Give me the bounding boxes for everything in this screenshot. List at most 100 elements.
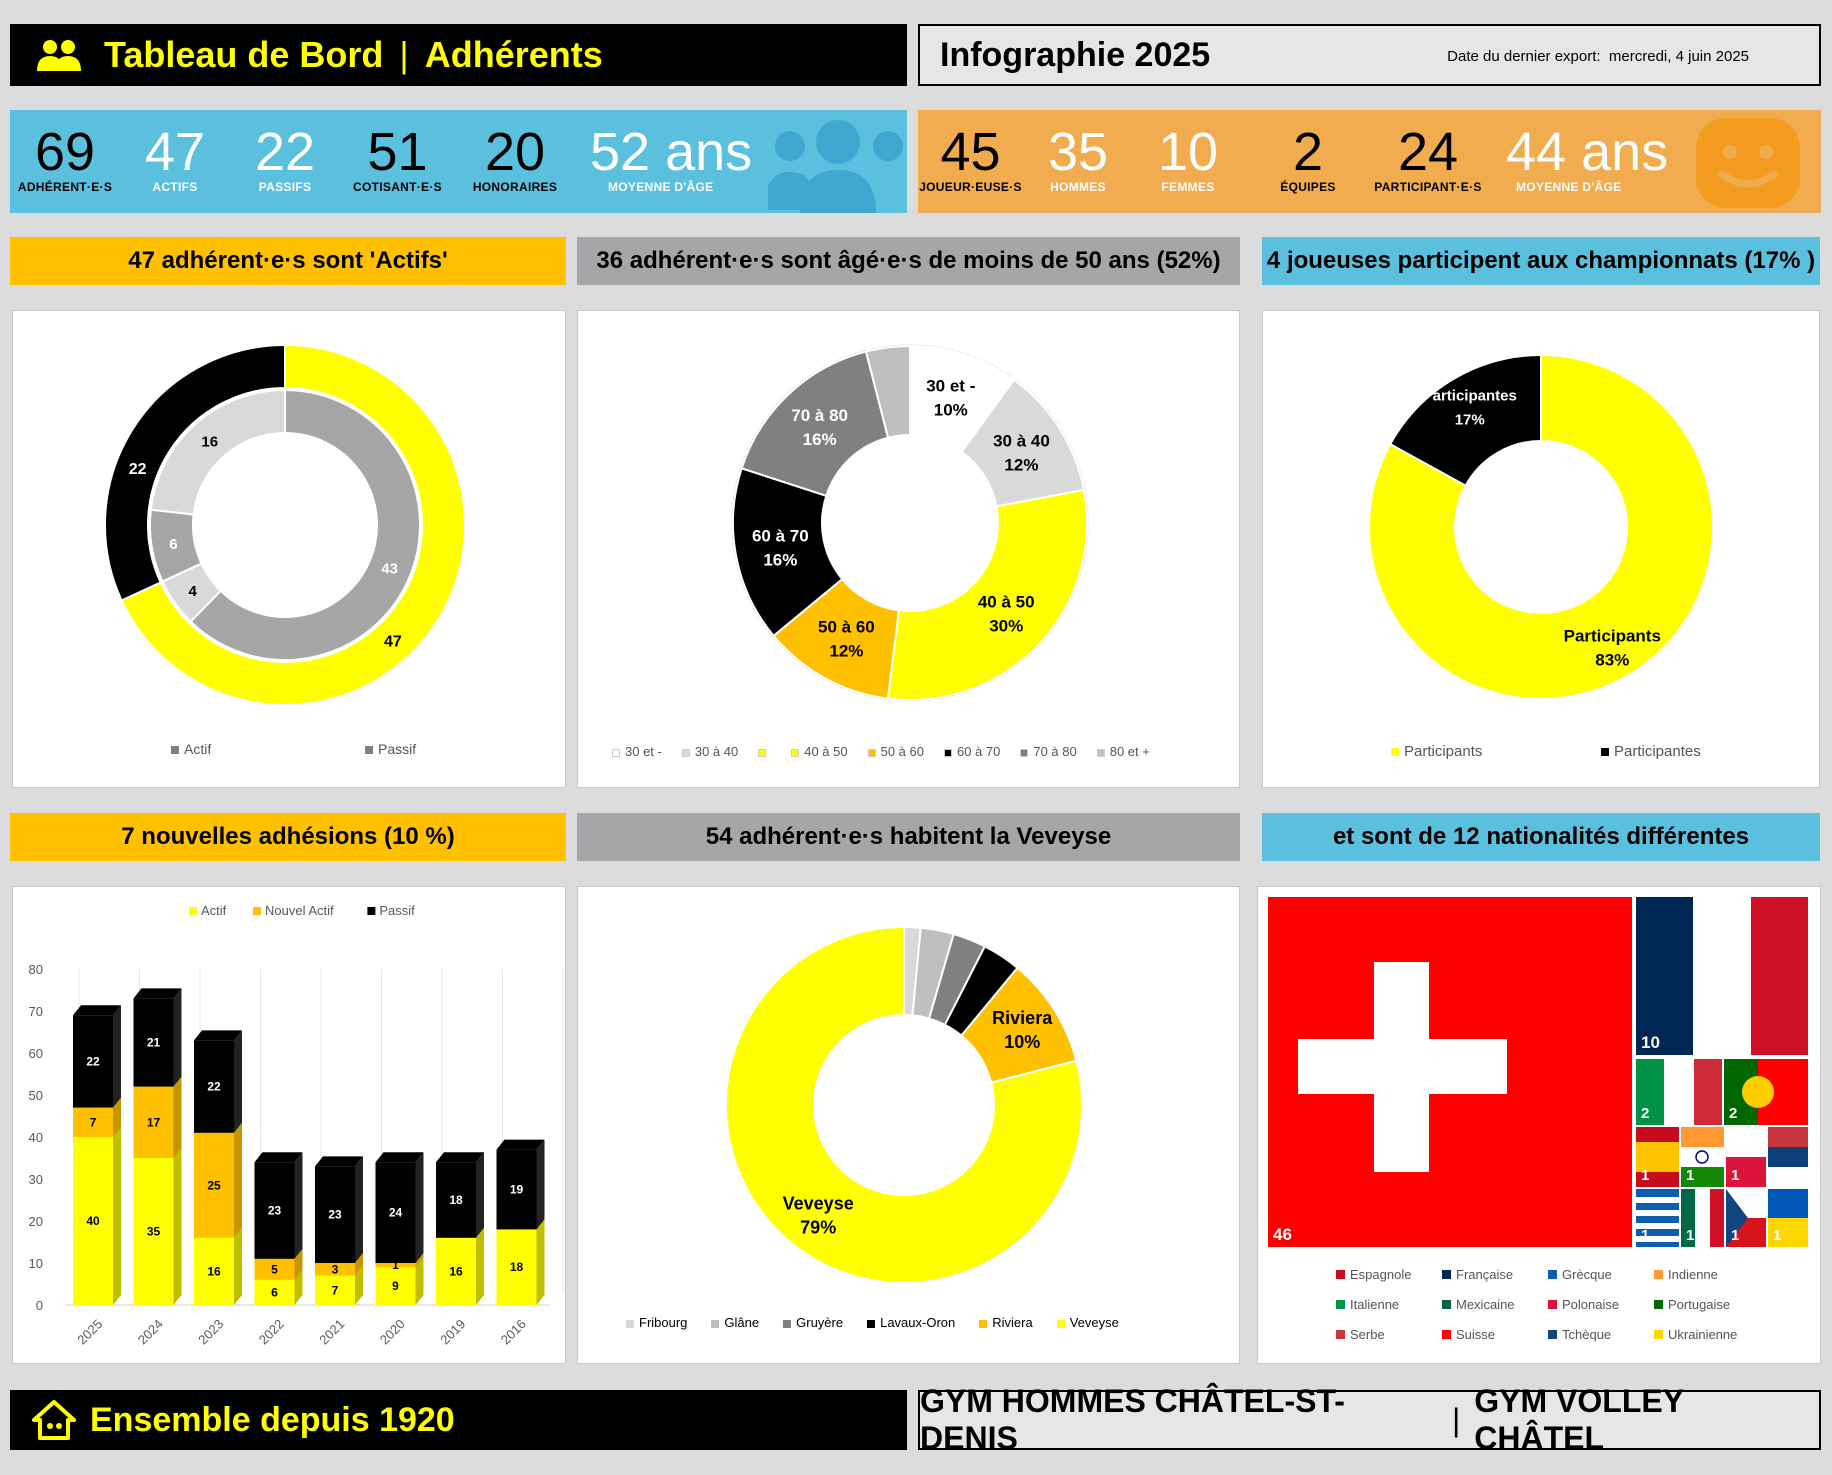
data-label: 22	[207, 1080, 221, 1094]
stat-adherents: 69 ADHÉRENT·E·S	[10, 124, 120, 194]
treemap-value: 1	[1731, 1227, 1739, 1244]
legend-item: Riviera	[979, 1315, 1033, 1330]
bar-segment	[315, 1166, 355, 1263]
data-label: 22	[86, 1054, 100, 1068]
flag-stripe	[1681, 1127, 1724, 1147]
bar-side	[355, 1265, 363, 1305]
treemap-value: 1	[1731, 1167, 1739, 1184]
dashboard-title-bar: Tableau de Bord | Adhérents	[10, 24, 907, 86]
y-tick-label: 60	[29, 1046, 43, 1061]
data-label: 9	[392, 1279, 399, 1293]
legend-label: Nouvel Actif	[265, 903, 334, 918]
data-label: Participants	[1564, 627, 1661, 646]
treemap-value: 2	[1641, 1105, 1649, 1122]
band-nouvelles: 7 nouvelles adhésions (10 %)	[10, 813, 566, 861]
region-legend: Fribourg Glâne Gruyère Lavaux-Oron Riviera Ve…	[626, 1315, 1143, 1330]
bar-side	[234, 1030, 242, 1133]
donut-slice	[864, 344, 911, 439]
age-legend: 30 et - 30 à 40 40 à 50 50 à 60 60 à 70 70 à …	[612, 744, 1170, 759]
stat-passifs: 22 PASSIFS	[235, 124, 335, 194]
bar-top	[315, 1156, 363, 1167]
stat-label: ADHÉRENT·E·S	[17, 180, 113, 194]
x-tick-label: 2020	[377, 1316, 408, 1347]
bar-side	[173, 1076, 182, 1158]
stat-value: 51	[367, 122, 428, 182]
treemap-value: 1	[1773, 1227, 1781, 1244]
treemap-value: 2	[1729, 1105, 1737, 1122]
data-label: 16	[449, 1264, 463, 1278]
bar-side	[355, 1156, 363, 1263]
bar-segment	[254, 1279, 295, 1305]
flag-emblem	[1742, 1076, 1774, 1108]
flag-stripe	[1726, 1157, 1766, 1187]
data-label: 17	[147, 1115, 161, 1129]
y-tick-label: 40	[29, 1130, 43, 1145]
data-label: 7	[90, 1115, 97, 1129]
data-label: 43	[381, 561, 398, 578]
smiley-icon	[1696, 118, 1800, 208]
bar-segment	[496, 1229, 537, 1305]
legend-swatch	[1442, 1300, 1451, 1309]
data-label: 40	[86, 1214, 100, 1228]
legend-swatch	[1654, 1270, 1663, 1279]
legend-label: Mexicaine	[1456, 1297, 1515, 1312]
legend-swatch	[1336, 1330, 1345, 1339]
stat-label: ÉQUIPES	[1280, 180, 1336, 194]
donut-slice	[120, 343, 466, 706]
stat-moyenne-age: 52 ans MOYENNE D'ÂGE	[590, 124, 790, 194]
data-label: 24	[389, 1206, 403, 1220]
data-label: 16	[201, 434, 218, 451]
data-label: 7	[332, 1283, 339, 1297]
bar-side	[476, 1152, 484, 1238]
x-tick-label: 2016	[498, 1316, 529, 1347]
bar-side	[113, 1097, 121, 1137]
data-label: 30 à 40	[993, 431, 1050, 450]
stat-joueurs: 45 JOUEUR·EUSE·S	[918, 124, 1023, 194]
data-label: Participantes	[1423, 387, 1517, 404]
legend-swatch	[1654, 1330, 1663, 1339]
adhesions-stacked-bar-chart: 0102030405060708040722202535172120241625…	[29, 903, 564, 1347]
legend-swatch	[1336, 1270, 1345, 1279]
footer-motto: Ensemble depuis 1920	[90, 1400, 455, 1439]
flag-stripe	[1636, 1236, 1679, 1242]
club-gym-hommes: GYM HOMMES CHÂTEL-ST-DENIS	[920, 1383, 1345, 1456]
data-label: 5	[271, 1262, 278, 1276]
stat-label: COTISANT·E·S	[353, 180, 442, 194]
legend-item: Veveyse	[1056, 1315, 1119, 1330]
bar-segment	[375, 1263, 416, 1268]
flag-stripe	[1768, 1147, 1808, 1167]
stat-hommes: 35 HOMMES	[1028, 124, 1128, 194]
data-label: 17%	[1455, 411, 1485, 428]
infographic-title-bar: Infographie 2025 Date du dernier export:…	[918, 24, 1821, 86]
stat-label: ACTIFS	[152, 180, 198, 194]
data-label: 22	[129, 461, 147, 478]
stat-value: 47	[144, 122, 206, 182]
flag-triangle	[1726, 1189, 1748, 1247]
bar-side	[536, 1219, 545, 1305]
stats-orange-strip: 45 JOUEUR·EUSE·S 35 HOMMES 10 FEMMES 2 É…	[918, 110, 1821, 213]
bar-top	[254, 1152, 303, 1163]
bar-side	[415, 1257, 424, 1305]
legend-label: Indienne	[1668, 1267, 1718, 1282]
house-icon	[32, 1400, 76, 1440]
flag-stripe	[1636, 1127, 1679, 1142]
legend-swatch	[1548, 1300, 1557, 1309]
stat-label: HONORAIRES	[472, 180, 558, 194]
x-tick-label: 2019	[437, 1316, 468, 1347]
bar-side	[415, 1253, 424, 1268]
flag-stripe	[1768, 1127, 1808, 1147]
flag-stripe	[1681, 1167, 1724, 1187]
treemap-value: 10	[1641, 1033, 1660, 1052]
flag-stripe	[1636, 1197, 1679, 1203]
legend-item: Gruyère	[783, 1315, 843, 1330]
stat-label: PASSIFS	[258, 180, 312, 194]
legend-item: Fribourg	[626, 1315, 687, 1330]
data-label: Riviera	[992, 1008, 1053, 1028]
bar-segment	[133, 1158, 174, 1305]
treemap-value: 46	[1273, 1225, 1292, 1244]
flag-emblem	[1695, 1150, 1709, 1164]
dashboard-subtitle: Adhérents	[424, 34, 603, 75]
actifs-nested-donut-chart: 47 22 43 4 6 16	[104, 343, 466, 706]
band-veveyse: 54 adhérent·e·s habitent la Veveyse	[577, 813, 1240, 861]
stat-value: 24	[1397, 122, 1459, 182]
